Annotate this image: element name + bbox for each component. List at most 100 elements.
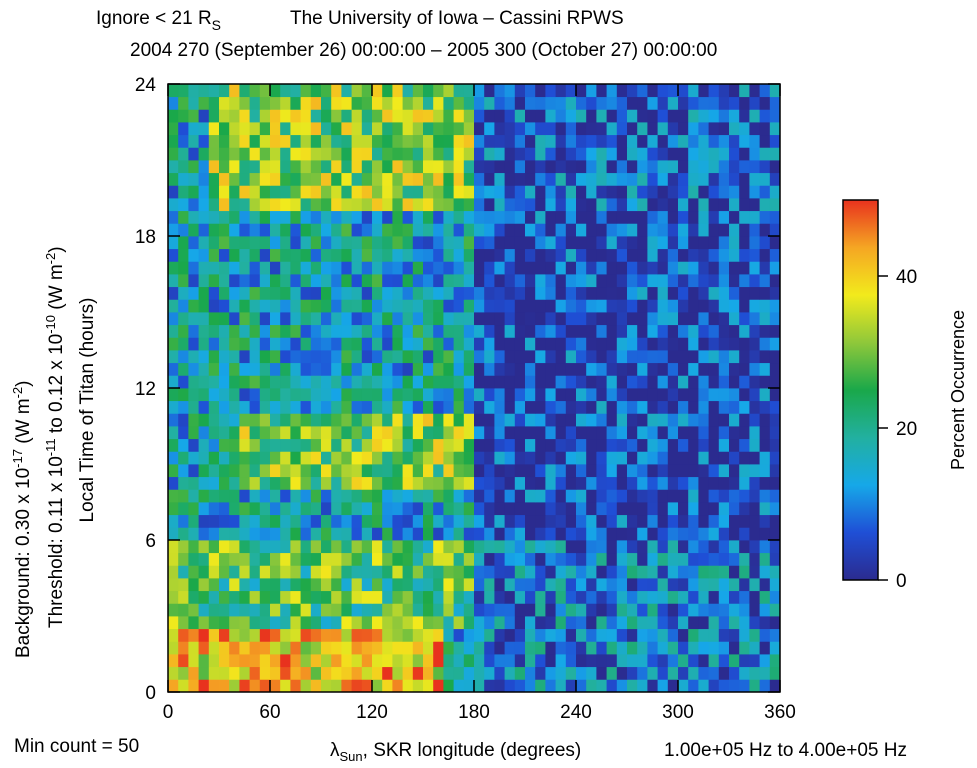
- heatmap-cell: [525, 476, 536, 490]
- heatmap-cell: [596, 362, 607, 376]
- heatmap-cell: [484, 527, 495, 541]
- heatmap-cell: [514, 236, 526, 250]
- heatmap-cell: [545, 400, 556, 414]
- heatmap-cell: [402, 514, 414, 528]
- heatmap-cell: [667, 628, 679, 642]
- heatmap-cell: [565, 337, 577, 351]
- heatmap-cell: [678, 147, 689, 161]
- heatmap-cell: [616, 362, 628, 376]
- heatmap-cell: [239, 489, 250, 503]
- heatmap-cell: [423, 160, 434, 174]
- heatmap-cell: [484, 223, 495, 237]
- heatmap-cell: [616, 274, 628, 288]
- heatmap-cell: [351, 134, 363, 148]
- heatmap-cell: [535, 362, 546, 376]
- heatmap-cell: [351, 236, 363, 250]
- heatmap-cell: [769, 210, 781, 224]
- heatmap-cell: [453, 248, 465, 262]
- heatmap-cell: [453, 426, 465, 440]
- heatmap-cell: [545, 160, 556, 174]
- heatmap-cell: [718, 172, 730, 186]
- heatmap-cell: [412, 565, 424, 579]
- heatmap-cell: [249, 388, 261, 402]
- heatmap-cell: [586, 96, 597, 110]
- heatmap-cell: [565, 388, 577, 402]
- heatmap-cell: [382, 96, 393, 110]
- heatmap-cell: [474, 641, 485, 655]
- heatmap-cell: [423, 514, 434, 528]
- heatmap-cell: [443, 628, 454, 642]
- heatmap-cell: [300, 350, 312, 364]
- heatmap-cell: [586, 375, 597, 389]
- heatmap-cell: [627, 134, 638, 148]
- heatmap-cell: [310, 400, 322, 414]
- heatmap-cell: [229, 451, 240, 465]
- heatmap-cell: [259, 679, 271, 693]
- heatmap-cell: [412, 261, 424, 275]
- heatmap-cell: [178, 388, 189, 402]
- background-label: Background: 0.30 x 10-17 (W m-2): [10, 381, 34, 658]
- heatmap-cell: [239, 451, 250, 465]
- heatmap-cell: [739, 134, 750, 148]
- heatmap-cell: [474, 324, 485, 338]
- heatmap-cell: [718, 578, 730, 592]
- heatmap-cell: [718, 96, 730, 110]
- heatmap-cell: [259, 248, 271, 262]
- heatmap-cell: [708, 147, 720, 161]
- heatmap-cell: [219, 426, 230, 440]
- heatmap-cell: [749, 274, 760, 288]
- heatmap-cell: [198, 362, 210, 376]
- heatmap-cell: [321, 426, 332, 440]
- heatmap-cell: [514, 565, 526, 579]
- heatmap-cell: [259, 223, 271, 237]
- heatmap-cell: [249, 299, 261, 313]
- heatmap-cell: [188, 438, 199, 452]
- heatmap-cell: [667, 476, 679, 490]
- heatmap-cell: [616, 160, 628, 174]
- heatmap-cell: [321, 122, 332, 136]
- heatmap-cell: [290, 666, 301, 680]
- heatmap-cell: [606, 476, 618, 490]
- heatmap-cell: [606, 502, 618, 516]
- heatmap-cell: [219, 96, 230, 110]
- heatmap-cell: [586, 641, 597, 655]
- heatmap-cell: [208, 350, 220, 364]
- heatmap-cell: [270, 248, 281, 262]
- heatmap-cell: [769, 565, 781, 579]
- heatmap-cell: [168, 666, 179, 680]
- heatmap-cell: [229, 134, 240, 148]
- heatmap-cell: [576, 527, 587, 541]
- heatmap-cell: [708, 134, 720, 148]
- heatmap-cell: [280, 628, 291, 642]
- heatmap-cell: [443, 654, 454, 668]
- heatmap-cell: [606, 337, 618, 351]
- heatmap-cell: [463, 198, 475, 212]
- heatmap-cell: [280, 527, 291, 541]
- heatmap-cell: [280, 210, 291, 224]
- heatmap-cell: [565, 122, 577, 136]
- y-axis-label: Local Time of Titan (hours): [77, 298, 98, 523]
- heatmap-cell: [249, 527, 261, 541]
- heatmap-cell: [647, 274, 658, 288]
- heatmap-cell: [219, 603, 230, 617]
- heatmap-cell: [565, 261, 577, 275]
- heatmap-cell: [504, 628, 516, 642]
- heatmap-cell: [657, 641, 669, 655]
- heatmap-cell: [310, 476, 322, 490]
- heatmap-cell: [433, 565, 444, 579]
- heatmap-cell: [586, 489, 597, 503]
- heatmap-cell: [249, 489, 261, 503]
- heatmap-cell: [433, 451, 444, 465]
- heatmap-cell: [504, 388, 516, 402]
- heatmap-cell: [382, 489, 393, 503]
- heatmap-cell: [729, 362, 740, 376]
- heatmap-cell: [596, 578, 607, 592]
- heatmap-cell: [188, 502, 199, 516]
- heatmap-cell: [290, 147, 301, 161]
- heatmap-cell: [229, 286, 240, 300]
- heatmap-cell: [606, 679, 618, 693]
- heatmap-cell: [453, 666, 465, 680]
- heatmap-cell: [290, 134, 301, 148]
- heatmap-cell: [402, 286, 414, 300]
- x-tick-label: 360: [764, 702, 796, 723]
